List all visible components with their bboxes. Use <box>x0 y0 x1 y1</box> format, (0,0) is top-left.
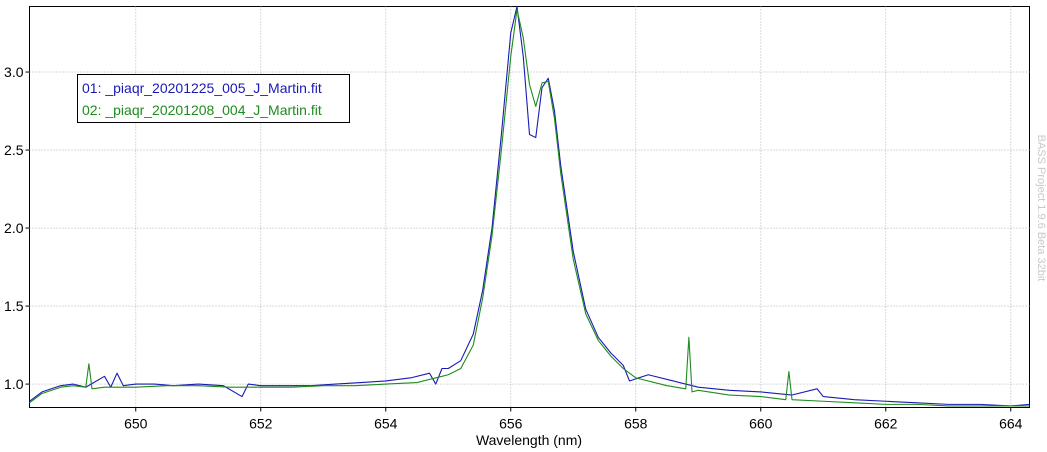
x-tick-label: 662 <box>874 416 898 432</box>
x-axis-title: Wavelength (nm) <box>476 432 582 448</box>
series-lines <box>29 5 1030 407</box>
x-tick-label: 650 <box>124 416 148 432</box>
grid-lines <box>29 6 1030 408</box>
y-tick-label: 1.5 <box>4 298 24 314</box>
legend-entry-1: 01: _piaqr_20201225_005_J_Martin.fit <box>82 80 322 96</box>
series-line-2 <box>29 9 1030 407</box>
x-tick-label: 652 <box>249 416 273 432</box>
y-tick-label: 2.0 <box>4 220 24 236</box>
y-tick-label: 2.5 <box>4 142 24 158</box>
x-axis-ticks: 650 652 654 656 658 660 662 664 <box>124 407 1023 432</box>
x-tick-label: 654 <box>374 416 398 432</box>
y-tick-label: 1.0 <box>4 376 24 392</box>
y-axis-ticks: 1.0 1.5 2.0 2.5 3.0 <box>4 64 30 392</box>
legend-entry-2: 02: _piaqr_20201208_004_J_Martin.fit <box>82 102 322 118</box>
legend: 01: _piaqr_20201225_005_J_Martin.fit 02:… <box>77 74 350 123</box>
legend-box <box>77 74 350 123</box>
x-tick-label: 656 <box>499 416 523 432</box>
x-tick-label: 658 <box>624 416 648 432</box>
watermark-text: BASS Project 1.9.6 Beta 32bit <box>1035 135 1047 282</box>
x-tick-label: 660 <box>749 416 773 432</box>
y-tick-label: 3.0 <box>4 64 24 80</box>
x-tick-label: 664 <box>999 416 1023 432</box>
plot-area <box>29 6 1030 408</box>
series-line-1 <box>29 5 1030 407</box>
